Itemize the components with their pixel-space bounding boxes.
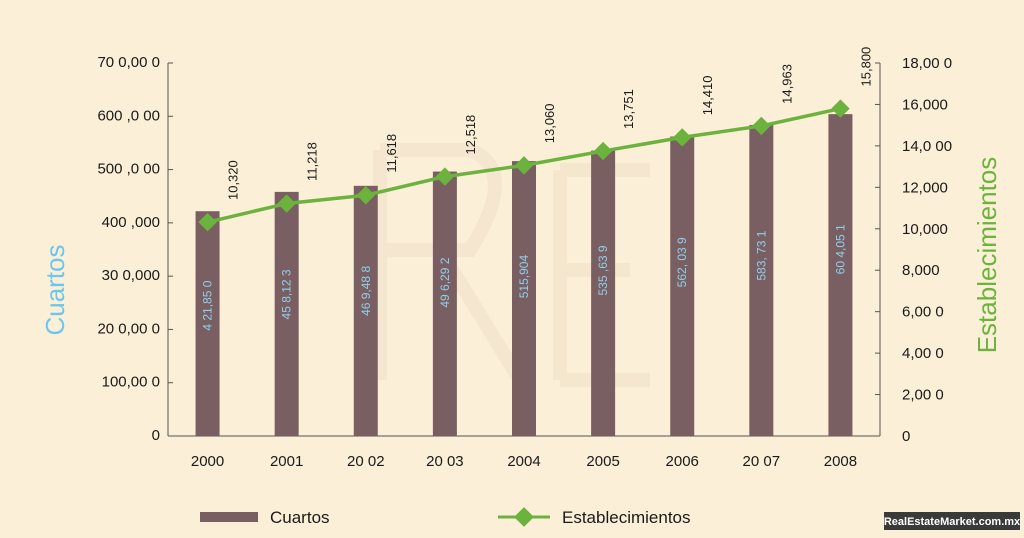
- bar-value-label: 4 21,85 0: [201, 280, 215, 330]
- left-axis-tick-label: 70 0,00 0: [97, 54, 160, 71]
- line-value-label: 11,618: [384, 134, 399, 173]
- line-labels-group: 10,320 11,218 11,618 12,518 13,060 13,751 14,4…: [226, 47, 874, 200]
- marker-establecimientos: [673, 128, 692, 147]
- right-axis-tick-label: 16,000: [902, 96, 948, 113]
- left-axis-tick-label: 100,00 0: [102, 374, 160, 391]
- right-axis-tick-label: 14,0 00: [902, 138, 952, 155]
- x-tick-label: 2005: [586, 453, 619, 470]
- right-axis-tick-label: 6,00 0: [902, 304, 944, 321]
- bar-cuartos-2008: [828, 114, 853, 437]
- x-tick-label: 2008: [824, 453, 857, 470]
- right-axis-tick-label: 8,000: [902, 262, 940, 279]
- marker-establecimientos: [356, 186, 375, 205]
- marker-establecimientos: [514, 156, 534, 175]
- right-axis-tick-label: 2,00 0: [902, 387, 944, 404]
- line-series-group: [198, 99, 850, 232]
- bar-cuartos-2001: [274, 191, 299, 436]
- marker-establecimientos: [198, 212, 217, 232]
- left-axis-tick-label: 600 ,0 00: [97, 107, 160, 124]
- watermark-background: [884, 512, 1020, 530]
- x-tick-label: 20 02: [347, 453, 385, 470]
- line-value-label: 10,320: [226, 160, 241, 200]
- right-axis-tick-label: 0: [902, 428, 910, 445]
- watermark-text: RealEstateMarket.com.mx: [884, 516, 1021, 528]
- bar-value-label: 515,904: [517, 255, 531, 299]
- bars-group: [195, 114, 853, 437]
- bar-cuartos-2003: [432, 171, 457, 437]
- bar-cuartos-2002: [353, 185, 378, 436]
- line-value-label: 15,800: [858, 47, 873, 87]
- right-axis-tick-label: 4,00 0: [902, 345, 944, 362]
- marker-establecimientos: [277, 194, 296, 213]
- bar-labels-group: 4 21,85 0 45 8,12 3 46 9,48 8 49 6,29 2 515,…: [201, 224, 848, 331]
- left-axis-tick-label: 500 ,0 00: [97, 161, 160, 178]
- marker-establecimientos: [435, 167, 455, 186]
- line-value-label: 14,963: [779, 64, 794, 104]
- line-value-label: 13,751: [621, 89, 636, 129]
- line-value-label: 13,060: [542, 103, 557, 143]
- left-axis-tick-label: 20 0,00 0: [97, 320, 160, 337]
- right-axis-tick-label: 18,00 0: [902, 55, 952, 72]
- bar-value-label: 60 4,05 1: [833, 224, 847, 274]
- marker-establecimientos: [593, 141, 613, 161]
- x-tick-label: 2004: [507, 453, 540, 470]
- right-axis-tick-label: 12,000: [902, 179, 948, 196]
- left-axis-tick-label: 30 0,000: [102, 267, 160, 284]
- legend-label-cuartos: Cuartos: [270, 508, 330, 527]
- bar-value-label: 49 6,29 2: [438, 257, 452, 307]
- y-axis-left-label: Cuartos: [40, 244, 70, 335]
- bar-value-label: 46 9,48 8: [359, 266, 373, 316]
- line-value-label: 12,518: [463, 115, 478, 155]
- bar-value-label: 535 ,63 9: [596, 245, 610, 295]
- bar-cuartos-2000: [195, 211, 220, 436]
- x-tick-label: 20 03: [426, 453, 464, 470]
- x-tick-label: 2001: [270, 453, 303, 470]
- right-axis: 0 2,00 0 4,00 0 6,00 0 8,000 10,000 12,000 14,0…: [875, 55, 952, 445]
- y-axis-right-label: Establecimientos: [972, 157, 1002, 354]
- bar-value-label: 562, 03 9: [675, 237, 689, 287]
- line-value-label: 11,218: [305, 142, 320, 181]
- bar-cuartos-2005: [591, 150, 616, 436]
- bar-cuartos-2007: [749, 124, 774, 436]
- legend-swatch-cuartos: [200, 512, 258, 522]
- bar-value-label: 583, 73 1: [754, 230, 768, 280]
- legend-label-establecimientos: Establecimientos: [562, 508, 691, 527]
- x-tick-label: 2006: [666, 453, 699, 470]
- x-tick-label: 20 07: [743, 453, 781, 470]
- x-tick-label: 2000: [191, 453, 224, 470]
- x-tick-labels: 2000 2001 20 02 20 03 2004 2005 2006 20 07 2008: [191, 453, 857, 470]
- left-axis-tick-label: 0: [152, 427, 160, 444]
- line-value-label: 14,410: [700, 76, 715, 116]
- bar-value-label: 45 8,12 3: [280, 269, 294, 319]
- left-axis-tick-label: 400 ,000: [102, 214, 160, 231]
- right-axis-tick-label: 10,000: [902, 221, 948, 238]
- bar-cuartos-2004: [512, 161, 536, 436]
- bar-cuartos-2006: [670, 136, 695, 437]
- marker-establecimientos: [831, 99, 850, 118]
